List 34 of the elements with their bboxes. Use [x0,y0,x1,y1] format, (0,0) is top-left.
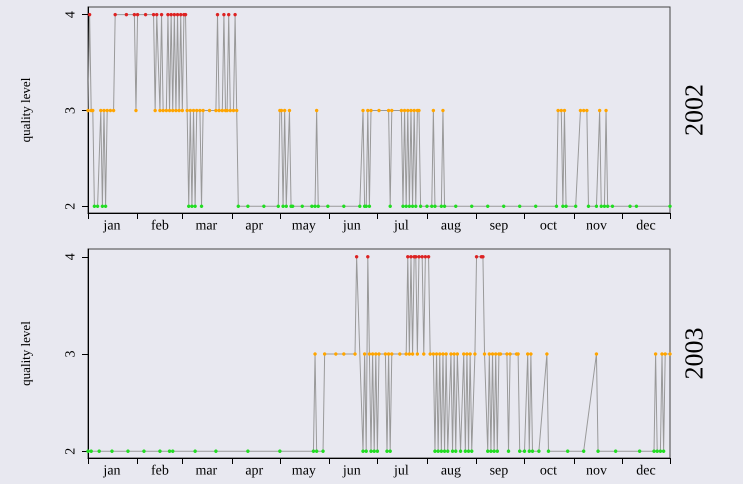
x-tick-label: apr [245,464,264,478]
y-axis-title: quality level [18,77,33,142]
x-tick-label: dec [636,218,656,234]
y-axis-title: quality level [18,320,33,386]
y-tick-label: 3 [64,350,78,358]
x-tick-label: oct [540,464,558,478]
x-tick-label: jul [392,464,409,478]
x-tick-label: sep [490,464,508,478]
y-tick-label: 2 [64,448,78,455]
x-tick-label: jun [342,218,361,234]
x-tick-label: dec [636,464,656,478]
y-tick-label: 4 [64,11,78,18]
x-tick-label: jan [102,218,121,234]
x-tick-label: sep [490,218,508,234]
x-tick-label: feb [151,218,169,234]
x-tick-label: mar [195,218,218,234]
x-tick-label: aug [440,464,462,478]
text: 2002 [680,84,708,136]
x-tick-label: jul [392,218,409,234]
x-tick-label: aug [440,218,462,234]
x-tick-label: nov [586,218,607,234]
y-tick-label: 3 [64,106,78,114]
x-tick-label: mar [195,464,218,478]
x-tick-label: may [292,218,316,234]
x-tick-label: jun [342,464,361,478]
y-tick-label: 2 [64,202,78,210]
y-tick-label: 4 [64,253,78,260]
x-tick-label: jan [102,464,121,478]
x-tick-label: apr [245,218,264,234]
x-tick-label: oct [540,218,558,234]
text: 2003 [680,328,708,380]
x-tick-label: feb [151,464,169,478]
x-tick-label: nov [586,464,607,478]
x-tick-label: may [292,464,316,478]
